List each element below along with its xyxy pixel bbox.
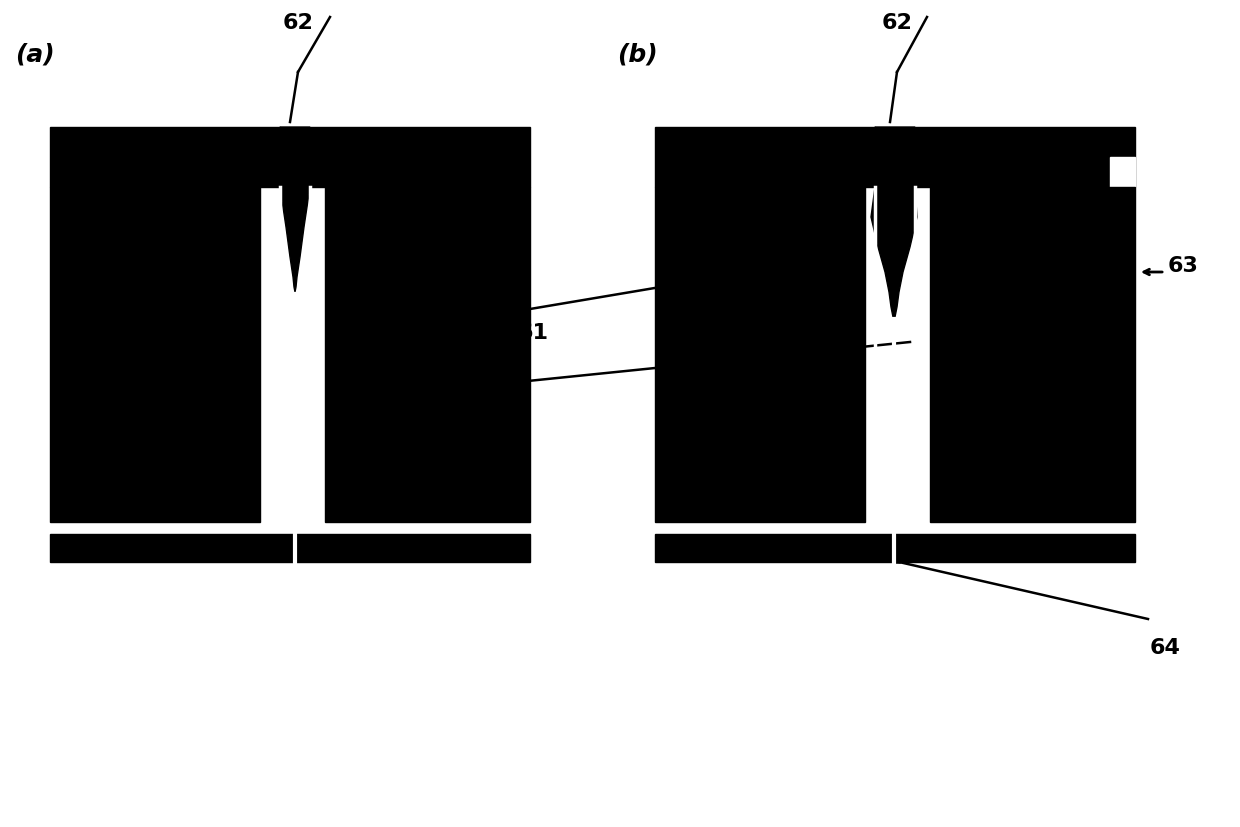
Bar: [50, 534, 529, 562]
Bar: [655, 534, 1135, 562]
Bar: [915, 128, 1135, 188]
Polygon shape: [280, 128, 310, 293]
Bar: [325, 188, 529, 523]
Text: (a): (a): [15, 43, 55, 67]
Text: 61: 61: [518, 323, 549, 342]
Bar: [930, 188, 1135, 523]
Bar: [50, 128, 280, 188]
Bar: [310, 128, 529, 188]
Polygon shape: [870, 128, 918, 318]
Text: 5: 5: [505, 398, 521, 418]
Text: 64: 64: [1149, 638, 1180, 657]
Text: 62: 62: [283, 13, 314, 33]
Bar: [655, 188, 866, 523]
Text: 63: 63: [1168, 256, 1199, 275]
Bar: [655, 128, 875, 188]
Text: 62: 62: [882, 13, 913, 33]
Bar: [50, 188, 260, 523]
Bar: [1110, 158, 1135, 188]
Text: (b): (b): [618, 43, 657, 67]
